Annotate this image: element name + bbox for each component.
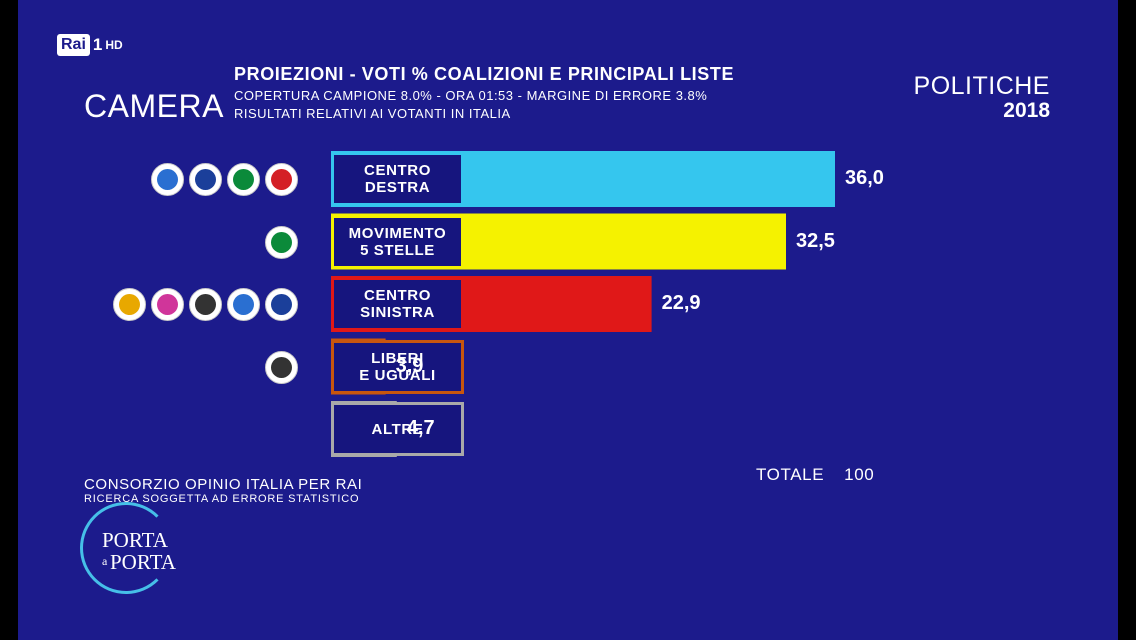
- left-black-border: [0, 0, 18, 640]
- bar-category-label: CENTRO DESTRA: [331, 152, 464, 206]
- bar-category-label: LIBERI E UGUALI: [331, 339, 464, 394]
- bar-value-label: 22,9: [661, 292, 701, 314]
- party-logo-emblem: [271, 356, 292, 378]
- party-logo-emblem: [157, 169, 178, 190]
- channel-number: 1: [92, 35, 103, 54]
- rai-1-hd-logo: Rai 1 HD: [57, 34, 123, 56]
- party-logos-row: [151, 163, 298, 196]
- party-logo-emblem: [233, 169, 254, 190]
- bar-value-label: 4,7: [406, 417, 435, 439]
- party-logos-row: [265, 350, 298, 384]
- party-logo-icon: [265, 288, 298, 321]
- total-label: TOTALE: [756, 465, 825, 484]
- party-logo-icon: [151, 163, 184, 196]
- party-logo-emblem: [157, 294, 178, 315]
- porta-a-porta-line1: PORTA: [102, 528, 168, 552]
- bar-category-label: CENTRO SINISTRA: [331, 277, 464, 331]
- party-logo-icon: [151, 288, 184, 321]
- chart-subtitle-voters: RISULTATI RELATIVI AI VOTANTI IN ITALIA: [234, 106, 511, 121]
- party-logo-icon: [189, 163, 222, 196]
- chamber-title: CAMERA: [84, 88, 224, 124]
- election-name: POLITICHE: [913, 72, 1050, 100]
- party-logo-icon: [265, 225, 298, 259]
- party-logo-icon: [113, 288, 146, 321]
- party-logo-icon: [189, 288, 222, 321]
- party-logo-emblem: [271, 294, 292, 315]
- bar-value-label: 3,9: [395, 354, 424, 377]
- chart-title: PROIEZIONI - VOTI % COALIZIONI E PRINCIP…: [234, 64, 735, 84]
- party-logo-emblem: [119, 294, 140, 315]
- porta-a-porta-logo: PORTA a PORTA: [80, 502, 200, 597]
- party-logo-icon: [265, 163, 298, 196]
- total-row: TOTALE 100: [756, 465, 874, 485]
- election-badge: POLITICHE 2018: [914, 72, 1050, 123]
- bar-category-label: MOVIMENTO 5 STELLE: [331, 214, 464, 269]
- party-logo-emblem: [195, 294, 216, 315]
- chart-subtitle-sample: COPERTURA CAMPIONE 8.0% - ORA 01:53 - MA…: [234, 88, 708, 103]
- party-logo-icon: [227, 288, 260, 321]
- porta-a-porta-ring: [80, 502, 172, 594]
- party-logo-icon: [265, 350, 298, 384]
- hd-badge: HD: [105, 38, 123, 52]
- bar-value-label: 36,0: [845, 167, 884, 189]
- party-logos-row: [113, 288, 298, 321]
- party-logo-emblem: [195, 169, 216, 190]
- party-logos-row: [265, 225, 298, 259]
- bar-value-label: 32,5: [796, 229, 835, 252]
- party-logo-emblem: [271, 231, 292, 253]
- total-value: 100: [844, 465, 875, 484]
- porta-a-porta-a: a: [102, 554, 108, 568]
- party-logo-icon: [227, 163, 260, 196]
- statistical-disclaimer: RICERCA SOGGETTA AD ERRORE STATISTICO: [84, 493, 360, 505]
- source-credit: CONSORZIO OPINIO ITALIA PER RAI: [84, 476, 363, 493]
- right-black-border: [1118, 0, 1136, 640]
- porta-a-porta-line2: PORTA: [110, 550, 176, 574]
- party-logo-emblem: [271, 169, 292, 190]
- election-year: 2018: [1003, 99, 1050, 122]
- bar-category-label: ALTRE: [331, 402, 464, 456]
- rai-brand: Rai: [57, 34, 90, 56]
- party-logo-emblem: [233, 294, 254, 315]
